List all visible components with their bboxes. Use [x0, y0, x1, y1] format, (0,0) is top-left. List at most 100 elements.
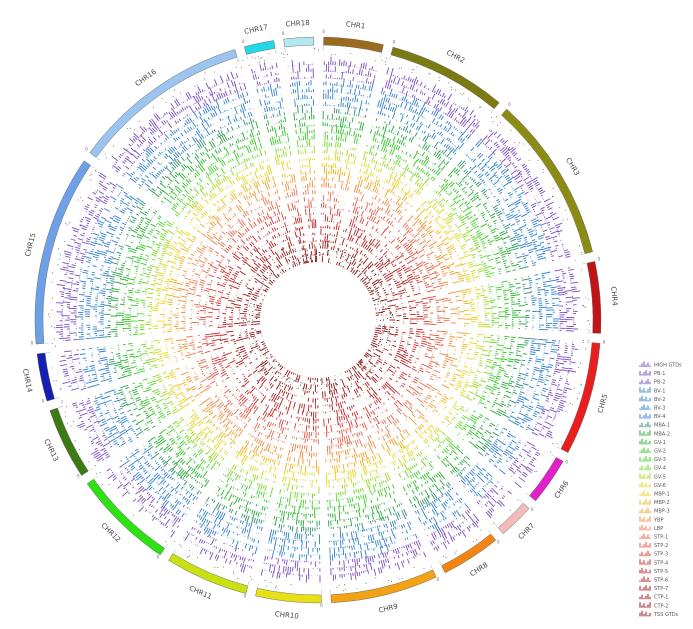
- track-bars: [120, 343, 132, 378]
- legend-item: GV-3: [639, 456, 666, 463]
- track-bars: [328, 515, 408, 541]
- track-bars: [319, 256, 332, 264]
- track-bars: [225, 270, 246, 327]
- track-bars: [123, 456, 187, 518]
- track-bars: [278, 495, 320, 508]
- track-bars: [291, 93, 312, 101]
- track-bars: [205, 259, 231, 327]
- track-bars: [283, 483, 320, 494]
- track-bars: [328, 471, 390, 492]
- track-bars: [199, 401, 240, 439]
- track-bars: [473, 477, 494, 499]
- track-bars: [167, 369, 190, 409]
- track-bars: [292, 216, 303, 225]
- track-bars: [417, 329, 437, 373]
- track-bars: [320, 201, 344, 211]
- chromosome-tick: [551, 454, 556, 457]
- legend-item: BV-2: [639, 395, 665, 403]
- track-bars: [320, 208, 342, 218]
- chromosome-label: CHR17: [244, 23, 269, 36]
- track-bars: [268, 535, 321, 549]
- chromosome-tick: [487, 529, 491, 534]
- track-bars: [394, 370, 408, 383]
- track-bars: [93, 395, 121, 448]
- chromosome-label: CHR10: [274, 610, 299, 620]
- legend-label: STP-2: [654, 543, 668, 549]
- track-bars: [263, 562, 321, 576]
- track-bars: [198, 358, 219, 387]
- track-bars: [164, 338, 178, 362]
- track-bars: [284, 462, 320, 475]
- track-bars: [275, 509, 320, 521]
- track-bars: [370, 129, 446, 171]
- legend-item: PB-1: [639, 370, 665, 377]
- legend-label: MBP-3: [654, 509, 670, 515]
- track-bars: [219, 479, 270, 503]
- track-bars: [170, 142, 265, 213]
- chromosome-label: CHR8: [469, 561, 490, 578]
- legend-item: MBP-3: [639, 507, 670, 515]
- track-bars: [88, 347, 100, 388]
- track-bars: [303, 383, 319, 392]
- chromosome-label: CHR2: [445, 49, 466, 65]
- track-bars: [487, 284, 500, 326]
- track-bars: [293, 104, 315, 114]
- track-bars: [437, 397, 454, 417]
- track-bars: [252, 71, 279, 81]
- legend-swatch: [639, 456, 651, 462]
- track-bars: [434, 295, 446, 326]
- track-bars: [467, 472, 493, 494]
- track-bars: [448, 291, 458, 326]
- track-bars: [373, 356, 383, 367]
- track-bars: [350, 376, 365, 389]
- legend-label: BV-3: [654, 406, 665, 412]
- track-bars: [287, 59, 314, 67]
- track-bars: [414, 417, 429, 435]
- chromosome-tick-label: 0: [157, 554, 160, 559]
- chromosome-tick-label: 0: [437, 577, 440, 582]
- legend-label: CTP-1: [654, 595, 668, 601]
- track-bars: [430, 513, 479, 546]
- legend-swatch: [639, 567, 651, 574]
- chromosome-label: CHR4: [609, 286, 619, 307]
- track-bars: [401, 404, 414, 418]
- track-bars: [384, 244, 421, 296]
- track-bars: [141, 341, 152, 370]
- track-bars: [294, 119, 315, 128]
- track-bars: [356, 358, 364, 368]
- legend-swatch: [639, 533, 651, 539]
- legend-item: STP-1: [639, 533, 668, 541]
- track-bars: [354, 194, 403, 223]
- track-bars: [274, 156, 291, 166]
- track-bars: [242, 373, 267, 403]
- legend-label: MBP-2: [654, 500, 670, 506]
- track-bars: [116, 387, 145, 436]
- chromosome-segment-chr8: [441, 533, 497, 574]
- track-bars: [162, 371, 184, 412]
- legend-item: MBP-1: [639, 490, 670, 498]
- chromosome-label: CHR5: [596, 393, 609, 414]
- track-bars: [514, 278, 527, 329]
- track-bars: [290, 443, 319, 453]
- track-bars: [420, 386, 438, 408]
- chromosome-tick: [275, 49, 277, 54]
- track-bars: [218, 352, 236, 375]
- chromosome-tick-label: 0: [565, 459, 568, 464]
- track-bars: [231, 213, 287, 258]
- chromosome-tick: [88, 468, 93, 471]
- track-bars: [146, 340, 159, 369]
- track-bars: [374, 308, 384, 323]
- track-bars: [432, 393, 449, 413]
- legend-swatch: [639, 447, 651, 453]
- chromosome-tick-label: 0: [393, 39, 396, 44]
- track-bars: [319, 249, 331, 257]
- track-bars: [305, 376, 319, 383]
- track-bars: [380, 87, 472, 140]
- track-bars: [302, 180, 316, 189]
- track-bars: [362, 152, 426, 192]
- legend-item: GV-2: [639, 447, 666, 455]
- chromosome-tick: [494, 523, 498, 528]
- track-bars: [470, 146, 546, 265]
- track-bars: [294, 229, 305, 238]
